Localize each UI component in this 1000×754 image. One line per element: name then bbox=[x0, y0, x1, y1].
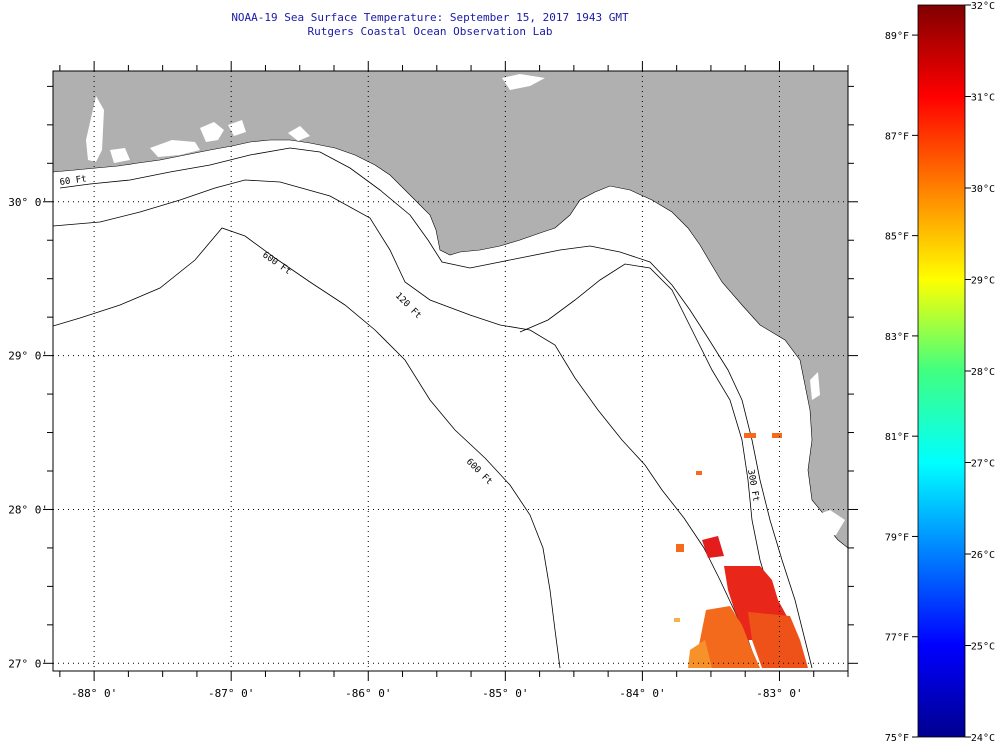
lat-label: 27° 0' bbox=[8, 657, 48, 670]
sst-data-patch bbox=[674, 433, 808, 668]
map-frame bbox=[52, 70, 849, 672]
celsius-label: 32°C bbox=[971, 1, 995, 12]
celsius-label: 27°C bbox=[971, 459, 995, 470]
lat-label: 29° 0' bbox=[8, 350, 48, 363]
lon-label: -88° 0' bbox=[71, 687, 117, 700]
celsius-label: 24°C bbox=[971, 733, 995, 744]
colorbar-ticks: 32°C 31°C 30°C 29°C 28°C 27°C 26°C 25°C 24°C 89°F… bbox=[885, 1, 995, 744]
lat-label: 30° 0' bbox=[8, 196, 48, 209]
celsius-label: 25°C bbox=[971, 642, 995, 653]
fahrenheit-label: 85°F bbox=[885, 232, 909, 243]
lon-label: -83° 0' bbox=[756, 687, 802, 700]
map-title: NOAA-19 Sea Surface Temperature: Septemb… bbox=[231, 11, 629, 24]
celsius-label: 30°C bbox=[971, 184, 995, 195]
fahrenheit-label: 83°F bbox=[885, 332, 909, 343]
fahrenheit-label: 77°F bbox=[885, 633, 909, 644]
fahrenheit-label: 89°F bbox=[885, 31, 909, 42]
contour-600ft bbox=[53, 227, 561, 669]
lon-label: -87° 0' bbox=[208, 687, 254, 700]
fahrenheit-label: 87°F bbox=[885, 131, 909, 142]
map-subtitle: Rutgers Coastal Ocean Observation Lab bbox=[307, 25, 553, 38]
lon-label: -85° 0' bbox=[482, 687, 528, 700]
land-area bbox=[53, 71, 848, 549]
lat-label: 28° 0' bbox=[8, 503, 48, 516]
lon-label: -84° 0' bbox=[619, 687, 665, 700]
celsius-label: 31°C bbox=[971, 93, 995, 104]
contour-60ft bbox=[59, 147, 813, 669]
celsius-label: 28°C bbox=[971, 367, 995, 378]
fahrenheit-label: 79°F bbox=[885, 532, 909, 543]
fahrenheit-label: 81°F bbox=[885, 432, 909, 443]
contour-label-60ft: 60 Ft bbox=[59, 174, 87, 188]
fahrenheit-label: 75°F bbox=[885, 733, 909, 744]
lon-label: -86° 0' bbox=[345, 687, 391, 700]
temperature-colorbar bbox=[917, 4, 966, 738]
graticule: -88° 0' -87° 0' -86° 0' -85° 0' -84° 0' -83° … bbox=[8, 61, 858, 700]
celsius-label: 29°C bbox=[971, 276, 995, 287]
contour-120ft bbox=[53, 179, 759, 669]
celsius-label: 26°C bbox=[971, 550, 995, 561]
